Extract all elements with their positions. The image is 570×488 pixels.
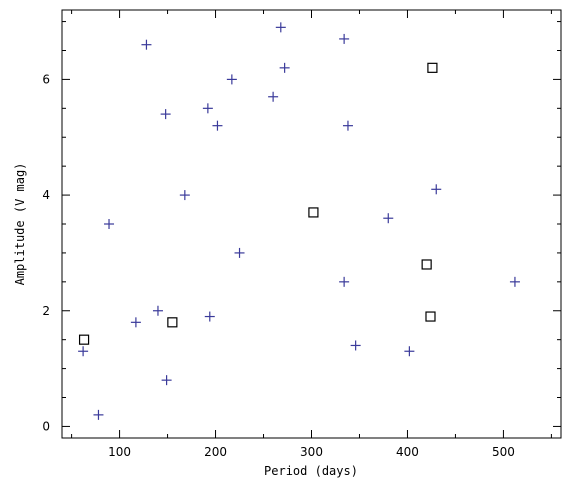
x-axis: 100 200 300 400 500 [71,10,552,459]
square-marker [425,311,436,322]
plus-marker [342,120,353,131]
plus-marker [179,190,190,201]
plus-marker [509,276,520,287]
x-tick-label: 200 [204,445,227,459]
plus-marker [383,213,394,224]
plus-marker [212,120,223,131]
plus-marker [93,409,104,420]
x-tick-label: 500 [492,445,515,459]
plus-marker [279,62,290,73]
plus-marker [204,311,215,322]
plus-marker [226,74,237,85]
square-marker [421,259,432,270]
y-tick-label: 2 [42,304,50,318]
plot-frame [61,9,562,439]
plus-marker [268,91,279,102]
x-axis-title: Period (days) [264,464,358,478]
plus-marker [104,219,115,229]
plus-marker [234,247,245,258]
x-tick-label: 400 [396,445,419,459]
plus-marker [431,184,442,195]
plus-marker [404,346,415,357]
square-marker [167,317,178,328]
plus-marker [339,33,350,44]
x-tick-label: 300 [300,445,323,459]
plus-marker [202,103,213,114]
plus-marker [350,340,361,351]
plus-marker [130,317,141,328]
square-marker [78,334,90,345]
plus-marker [161,375,172,386]
y-axis: 0 2 4 6 [42,21,561,433]
y-tick-label: 0 [42,419,50,433]
square-marker [427,62,438,73]
x-tick-label: 100 [108,445,131,459]
plus-marker [152,305,163,316]
plus-marker [160,109,171,120]
y-tick-label: 6 [42,72,50,86]
plus-marker [339,276,350,287]
data-points [78,22,520,420]
plus-marker [141,39,152,50]
square-marker [308,207,319,218]
plus-marker [275,22,286,33]
plus-marker [78,346,89,357]
y-axis-title: Amplitude (V mag) [13,163,27,286]
y-tick-label: 4 [42,188,50,202]
